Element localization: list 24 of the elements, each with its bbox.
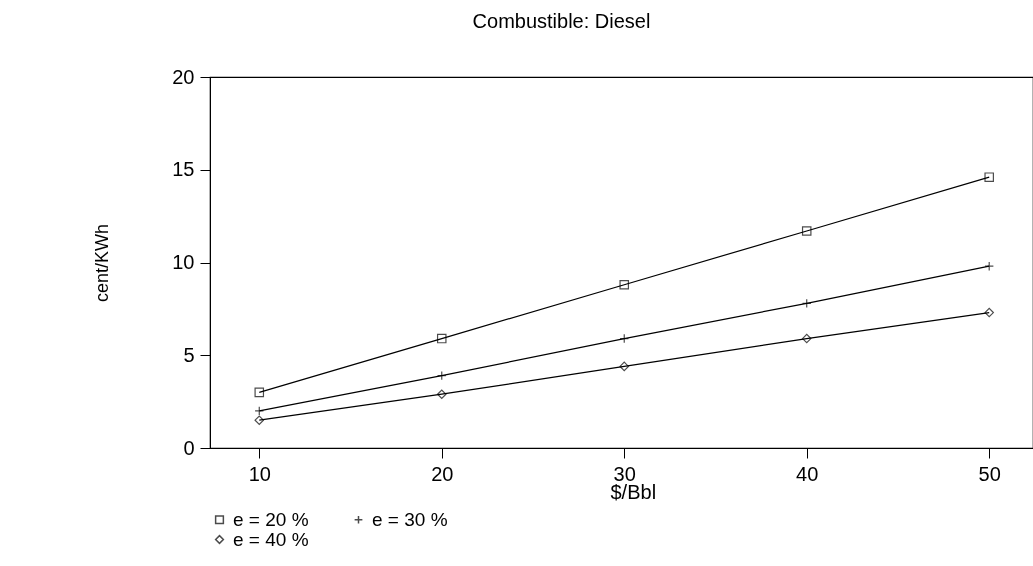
x-tick-label: 10 bbox=[248, 462, 271, 485]
point bbox=[619, 279, 630, 290]
y-tick-label: 15 bbox=[172, 158, 195, 181]
point bbox=[801, 226, 812, 236]
point bbox=[984, 307, 994, 318]
legend-label: e = 20 % bbox=[233, 508, 309, 530]
chart-title: Combustible: Diesel bbox=[472, 10, 651, 32]
y-tick-label: 20 bbox=[172, 65, 195, 88]
x-tick-label: 40 bbox=[796, 462, 819, 485]
point bbox=[436, 333, 447, 344]
point bbox=[436, 389, 447, 399]
y-tick-label: 10 bbox=[172, 251, 195, 273]
point bbox=[619, 361, 630, 372]
y-axis-title: cent/KWh bbox=[92, 223, 113, 303]
legend-label: e = 40 % bbox=[233, 528, 309, 550]
point bbox=[254, 415, 265, 425]
y-tick-label: 0 bbox=[183, 436, 195, 459]
point bbox=[254, 387, 265, 398]
x-tick-label: 20 bbox=[431, 462, 454, 485]
point bbox=[984, 172, 994, 182]
y-tick-label: 5 bbox=[183, 343, 195, 366]
point bbox=[801, 333, 812, 344]
x-tick-label: 50 bbox=[978, 462, 1001, 485]
legend-label: e = 30 % bbox=[372, 508, 448, 530]
